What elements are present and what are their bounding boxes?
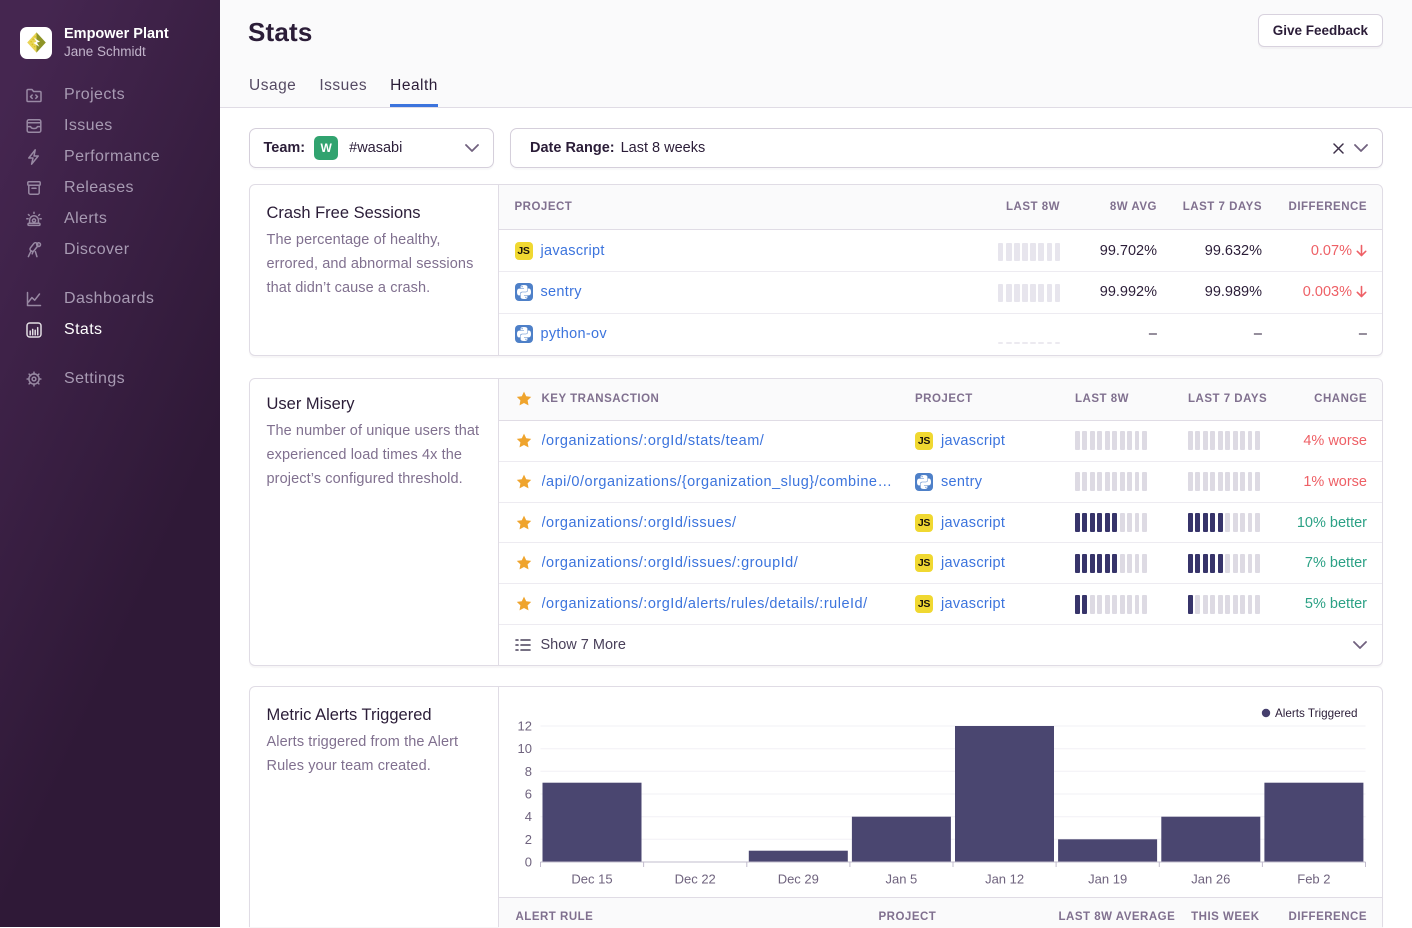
svg-text:Dec 22: Dec 22 xyxy=(674,872,715,887)
svg-text:Alerts Triggered: Alerts Triggered xyxy=(1275,707,1358,720)
svg-text:Jan 19: Jan 19 xyxy=(1088,872,1127,887)
svg-text:6: 6 xyxy=(524,787,531,802)
svg-text:8: 8 xyxy=(524,764,531,779)
svg-text:4: 4 xyxy=(524,809,531,824)
svg-text:0: 0 xyxy=(524,855,531,870)
svg-text:Feb 2: Feb 2 xyxy=(1297,872,1330,887)
svg-text:Dec 15: Dec 15 xyxy=(571,872,612,887)
svg-text:Dec 29: Dec 29 xyxy=(777,872,818,887)
svg-text:Jan 12: Jan 12 xyxy=(985,872,1024,887)
svg-text:12: 12 xyxy=(517,719,531,734)
svg-text:Jan 5: Jan 5 xyxy=(885,872,917,887)
svg-text:10: 10 xyxy=(517,741,531,756)
svg-text:2: 2 xyxy=(524,832,531,847)
svg-text:Jan 26: Jan 26 xyxy=(1191,872,1230,887)
